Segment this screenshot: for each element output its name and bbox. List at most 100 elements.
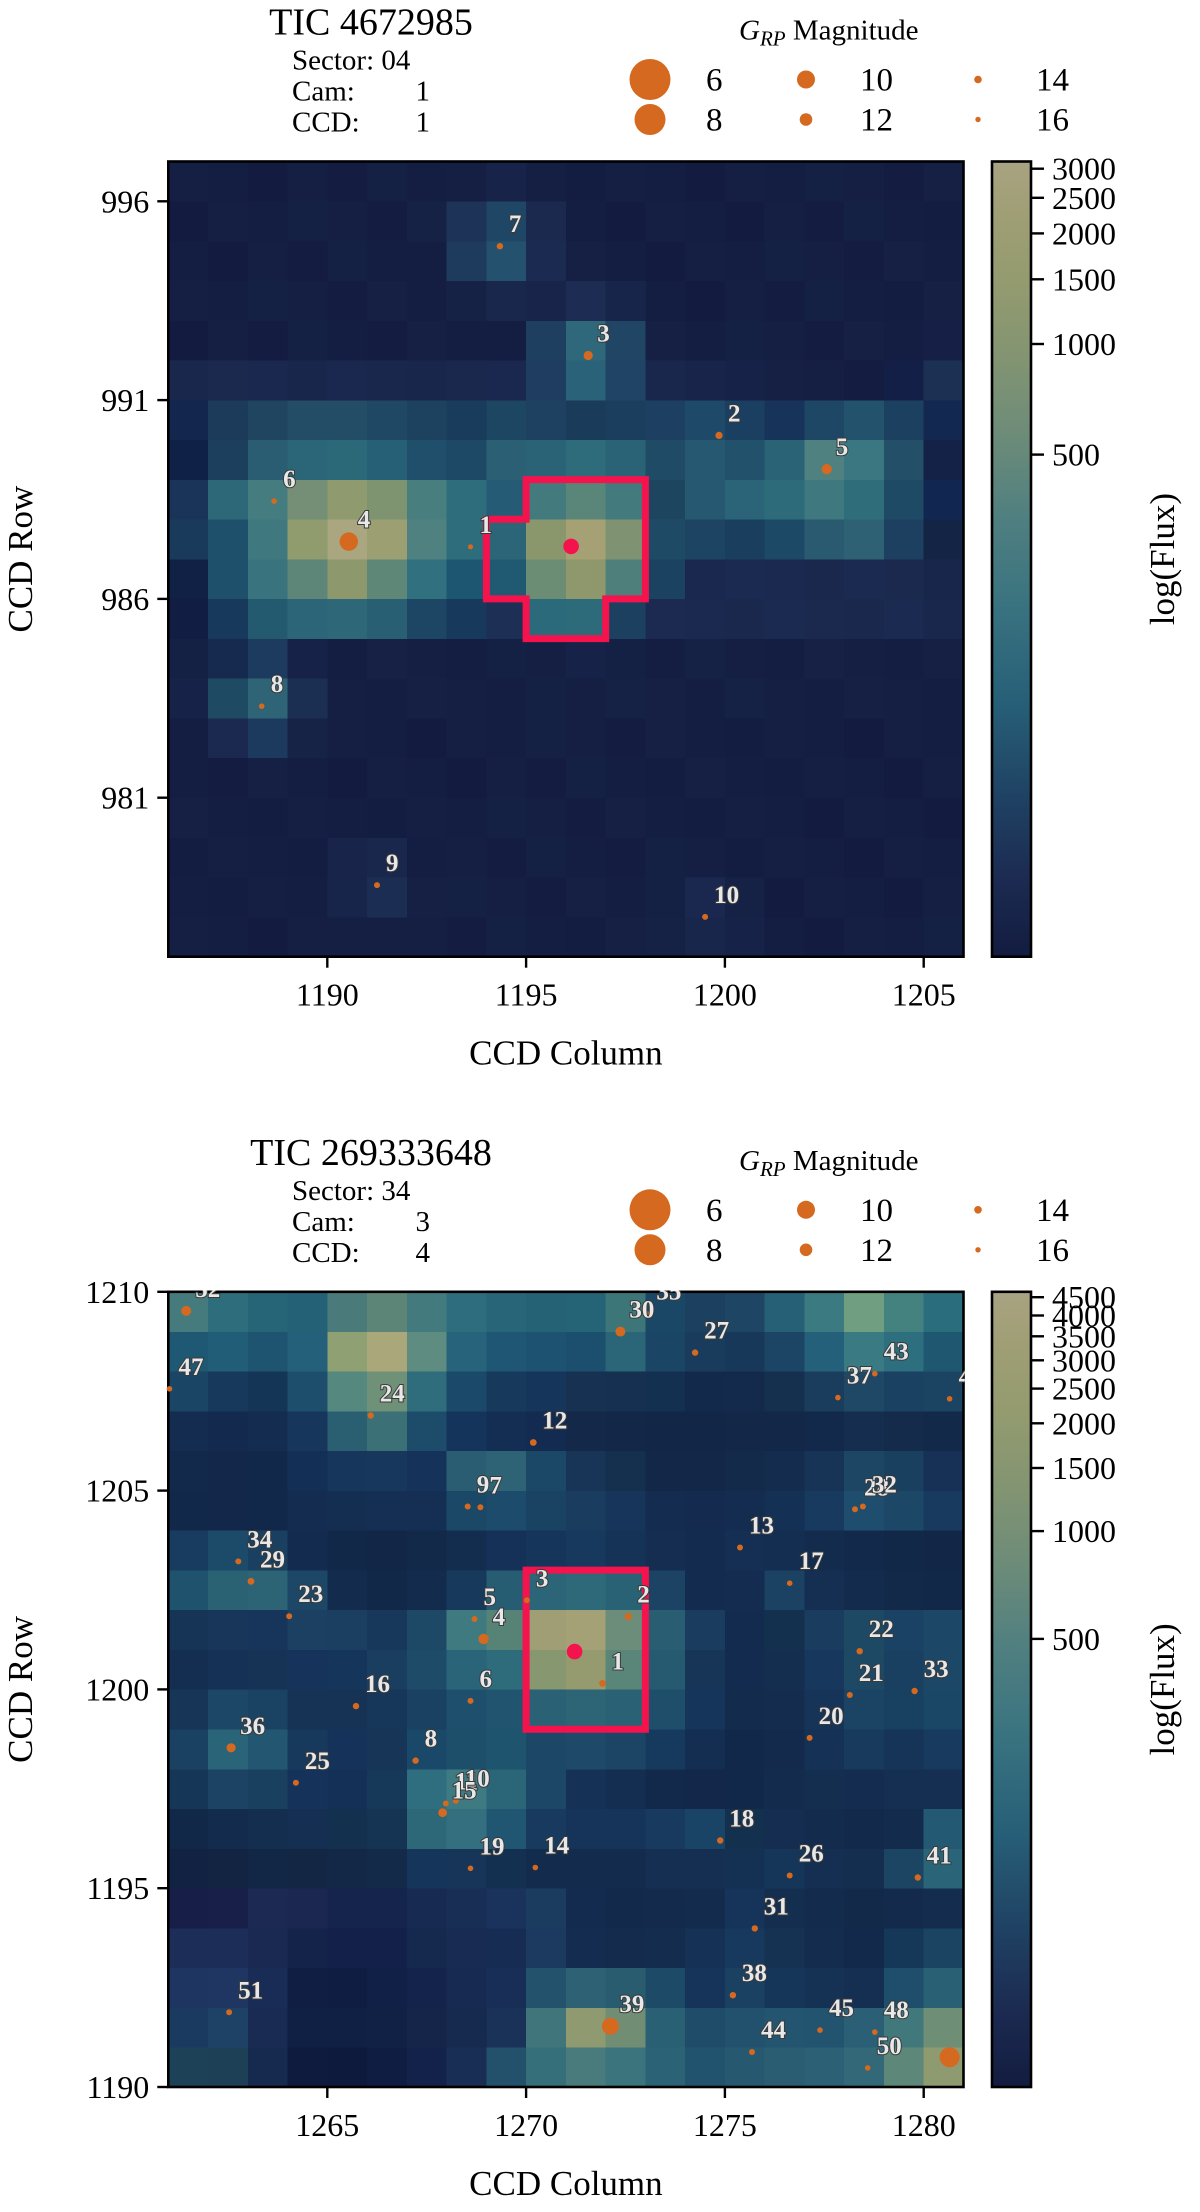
svg-text:1205: 1205 — [85, 1473, 149, 1509]
svg-text:10: 10 — [465, 1766, 490, 1793]
svg-text:1265: 1265 — [295, 2107, 359, 2143]
svg-text:25: 25 — [305, 1748, 330, 1775]
svg-text:10: 10 — [860, 1193, 893, 1229]
svg-text:1270: 1270 — [494, 2107, 558, 2143]
svg-text:Cam:: Cam: — [292, 76, 355, 108]
svg-text:4: 4 — [416, 1237, 431, 1269]
svg-text:4000: 4000 — [1052, 1298, 1116, 1334]
svg-text:Sector: 04: Sector: 04 — [292, 45, 411, 77]
svg-text:43: 43 — [884, 1339, 909, 1366]
svg-text:50: 50 — [877, 2033, 902, 2060]
svg-text:12: 12 — [860, 1233, 893, 1269]
svg-text:500: 500 — [1052, 1621, 1100, 1657]
svg-text:1: 1 — [612, 1648, 625, 1675]
svg-text:log(Flux): log(Flux) — [1143, 493, 1182, 625]
svg-text:37: 37 — [847, 1363, 872, 1390]
svg-text:CCD Row: CCD Row — [1, 1615, 40, 1763]
svg-text:1210: 1210 — [85, 1274, 149, 1310]
svg-text:9: 9 — [477, 1472, 490, 1499]
svg-text:991: 991 — [101, 382, 149, 418]
svg-text:2000: 2000 — [1052, 215, 1116, 251]
svg-text:21: 21 — [859, 1660, 884, 1687]
svg-text:39: 39 — [619, 1991, 644, 2018]
svg-text:16: 16 — [1036, 1233, 1069, 1269]
svg-text:12: 12 — [542, 1408, 567, 1435]
svg-text:26: 26 — [799, 1841, 824, 1868]
svg-text:986: 986 — [101, 581, 149, 617]
svg-text:10: 10 — [714, 882, 739, 909]
svg-text:1280: 1280 — [892, 2107, 956, 2143]
svg-text:20: 20 — [819, 1703, 844, 1730]
svg-text:8: 8 — [271, 671, 284, 698]
svg-text:1195: 1195 — [495, 977, 558, 1013]
svg-text:16: 16 — [1036, 103, 1069, 139]
svg-text:35: 35 — [656, 1279, 681, 1306]
svg-text:3: 3 — [416, 1206, 431, 1238]
svg-text:5: 5 — [484, 1584, 497, 1611]
svg-text:29: 29 — [260, 1546, 285, 1573]
svg-text:30: 30 — [629, 1297, 654, 1324]
svg-text:36: 36 — [240, 1713, 265, 1740]
svg-text:GRP Magnitude: GRP Magnitude — [739, 1145, 919, 1181]
svg-text:47: 47 — [179, 1354, 204, 1381]
svg-text:CCD Row: CCD Row — [1, 485, 40, 633]
svg-text:Sector: 34: Sector: 34 — [292, 1175, 411, 1207]
svg-text:TIC 269333648: TIC 269333648 — [250, 1132, 492, 1174]
svg-text:33: 33 — [924, 1656, 949, 1683]
svg-text:48: 48 — [884, 1997, 909, 2024]
svg-text:3: 3 — [536, 1565, 549, 1592]
svg-text:1500: 1500 — [1052, 1450, 1116, 1486]
svg-text:CCD Column: CCD Column — [469, 1034, 663, 1073]
svg-text:31: 31 — [764, 1893, 789, 1920]
svg-text:18: 18 — [729, 1806, 754, 1833]
svg-text:3500: 3500 — [1052, 1318, 1116, 1354]
svg-text:51: 51 — [238, 1977, 263, 2004]
svg-text:8: 8 — [706, 1233, 723, 1269]
svg-text:9: 9 — [386, 850, 399, 877]
svg-text:1190: 1190 — [86, 2069, 149, 2105]
svg-text:1000: 1000 — [1052, 326, 1116, 362]
svg-text:1195: 1195 — [86, 1870, 149, 1906]
svg-text:16: 16 — [365, 1671, 390, 1698]
svg-text:4: 4 — [959, 1364, 972, 1391]
svg-text:38: 38 — [742, 1960, 767, 1987]
svg-text:3000: 3000 — [1052, 1342, 1116, 1378]
svg-text:2500: 2500 — [1052, 1371, 1116, 1407]
svg-text:1500: 1500 — [1052, 261, 1116, 297]
svg-text:1: 1 — [480, 512, 493, 539]
svg-text:15: 15 — [452, 1778, 477, 1805]
svg-text:log(Flux): log(Flux) — [1143, 1623, 1182, 1755]
svg-text:996: 996 — [101, 183, 149, 219]
svg-text:41: 41 — [927, 1843, 952, 1870]
svg-text:Cam:: Cam: — [292, 1206, 355, 1238]
svg-text:3: 3 — [597, 321, 610, 348]
svg-text:2: 2 — [637, 1582, 650, 1609]
svg-text:14: 14 — [1036, 1193, 1069, 1229]
svg-text:GRP Magnitude: GRP Magnitude — [739, 15, 919, 51]
svg-text:1200: 1200 — [693, 977, 757, 1013]
svg-text:6: 6 — [706, 63, 723, 99]
svg-text:6: 6 — [283, 466, 296, 493]
svg-text:CCD:: CCD: — [292, 107, 360, 139]
svg-text:2500: 2500 — [1052, 180, 1116, 216]
svg-text:1000: 1000 — [1052, 1513, 1116, 1549]
svg-text:14: 14 — [544, 1833, 570, 1860]
svg-text:7: 7 — [509, 211, 522, 238]
svg-text:4500: 4500 — [1052, 1279, 1116, 1315]
svg-text:32: 32 — [872, 1472, 897, 1499]
svg-text:1275: 1275 — [693, 2107, 757, 2143]
svg-text:CCD:: CCD: — [292, 1237, 360, 1269]
svg-text:19: 19 — [480, 1833, 505, 1860]
svg-text:12: 12 — [860, 103, 893, 139]
svg-text:CCD Column: CCD Column — [469, 2164, 663, 2203]
svg-text:5: 5 — [836, 434, 849, 461]
svg-text:4: 4 — [493, 1604, 506, 1631]
svg-text:23: 23 — [298, 1581, 323, 1608]
svg-text:981: 981 — [101, 780, 149, 816]
svg-text:8: 8 — [706, 103, 723, 139]
svg-text:1205: 1205 — [892, 977, 956, 1013]
svg-text:11: 11 — [455, 1769, 479, 1796]
svg-text:24: 24 — [380, 1381, 406, 1408]
svg-text:34: 34 — [247, 1526, 272, 1553]
svg-text:8: 8 — [425, 1726, 438, 1753]
